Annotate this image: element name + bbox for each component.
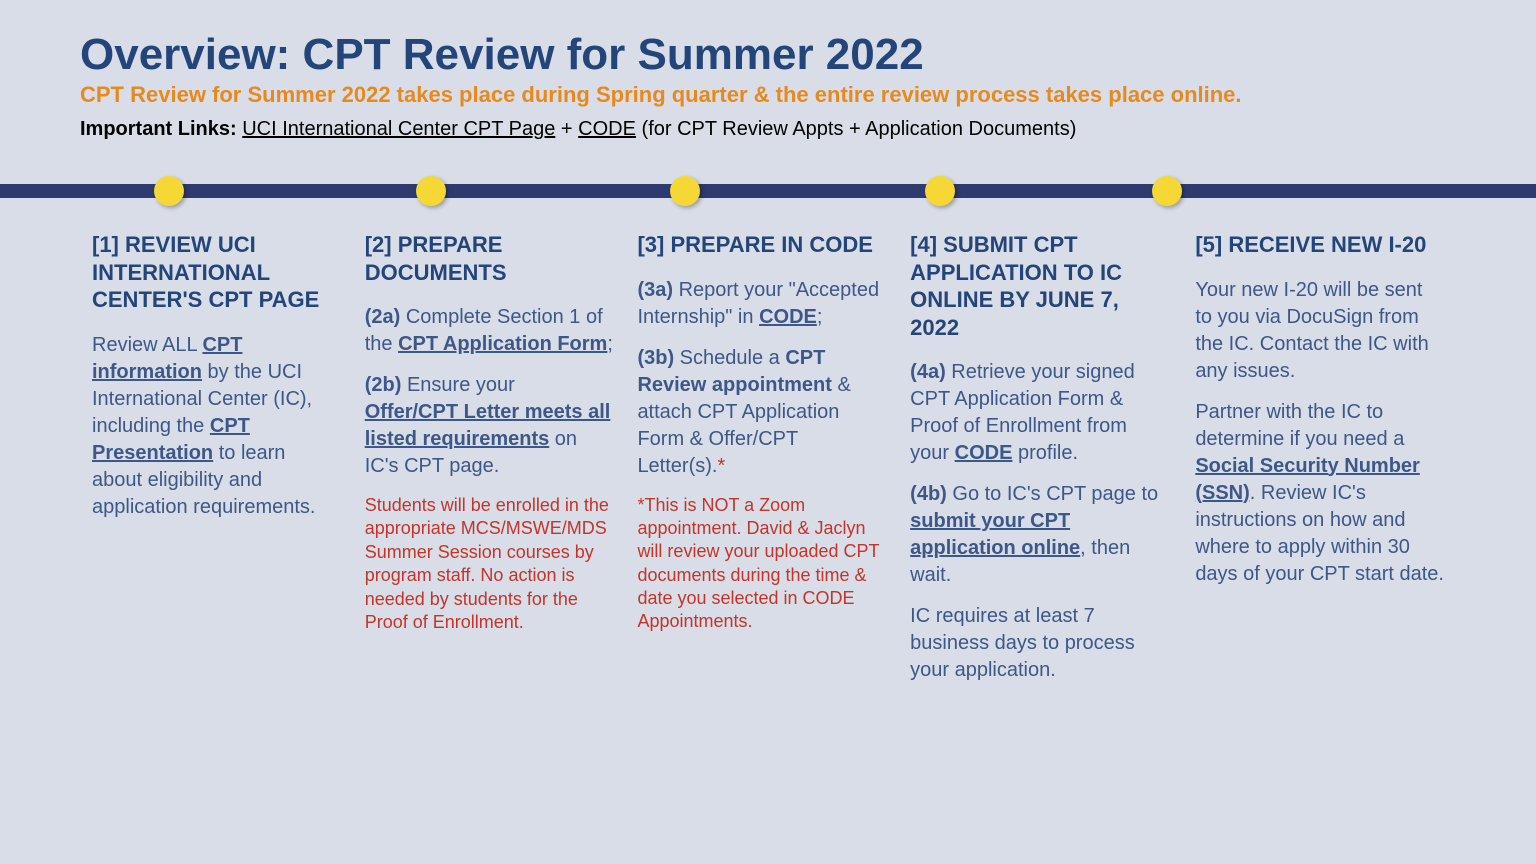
s2b-label: (2b)	[365, 374, 402, 396]
columns: [1] REVIEW UCI INTERNATIONAL CENTER'S CP…	[80, 231, 1456, 698]
s4a-3: profile.	[1012, 442, 1078, 464]
s3a-3: ;	[817, 306, 823, 328]
s3-asterisk: *	[717, 455, 725, 477]
s3b-1: Schedule a	[674, 347, 785, 369]
s3b-label: (3b)	[637, 347, 674, 369]
s4b-1: Go to IC's CPT page to	[947, 483, 1158, 505]
timeline-line	[0, 184, 1536, 198]
link-code-profile[interactable]: CODE	[955, 442, 1013, 464]
link-code-report[interactable]: CODE	[759, 306, 817, 328]
timeline	[80, 171, 1456, 211]
step-3-body: (3a) Report your "Accepted Internship" i…	[637, 277, 886, 480]
step-5-title: [5] RECEIVE NEW I-20	[1195, 231, 1444, 259]
s3a-label: (3a)	[637, 279, 673, 301]
step-4-body: (4a) Retrieve your signed CPT Applicatio…	[910, 359, 1171, 684]
link-cpt-app-form[interactable]: CPT Application Form	[398, 333, 607, 355]
s5-p1: Your new I-20 will be sent to you via Do…	[1195, 277, 1444, 385]
link-ic-cpt-page[interactable]: UCI International Center CPT Page	[242, 118, 555, 140]
s5-p2a: Partner with the IC to determine if you …	[1195, 401, 1404, 450]
timeline-dot-1	[154, 176, 184, 206]
timeline-dot-4	[925, 176, 955, 206]
s3-note-text: *This is NOT a Zoom appointment. David &…	[637, 494, 886, 634]
s4a-label: (4a)	[910, 361, 946, 383]
timeline-dot-3	[670, 176, 700, 206]
s4-tail: IC requires at least 7 business days to …	[910, 603, 1171, 684]
s1-t1a: Review ALL	[92, 334, 202, 356]
important-links-row: Important Links: UCI International Cente…	[80, 118, 1456, 141]
step-3-note: *This is NOT a Zoom appointment. David &…	[637, 494, 886, 634]
links-plus: +	[561, 118, 578, 140]
links-tail: (for CPT Review Appts + Application Docu…	[642, 118, 1077, 140]
s2a-3: ;	[607, 333, 613, 355]
step-4: [4] SUBMIT CPT APPLICATION TO IC ONLINE …	[898, 231, 1183, 698]
page-root: Overview: CPT Review for Summer 2022 CPT…	[0, 0, 1536, 864]
page-title: Overview: CPT Review for Summer 2022	[80, 30, 1456, 80]
links-label: Important Links:	[80, 118, 237, 140]
s2a-label: (2a)	[365, 306, 401, 328]
step-1-title: [1] REVIEW UCI INTERNATIONAL CENTER'S CP…	[92, 231, 341, 314]
step-5-body: Your new I-20 will be sent to you via Do…	[1195, 277, 1444, 588]
step-2-title: [2] PREPARE DOCUMENTS	[365, 231, 614, 286]
link-code[interactable]: CODE	[578, 118, 636, 140]
s4b-label: (4b)	[910, 483, 947, 505]
step-2: [2] PREPARE DOCUMENTS (2a) Complete Sect…	[353, 231, 626, 698]
step-1: [1] REVIEW UCI INTERNATIONAL CENTER'S CP…	[80, 231, 353, 698]
step-3: [3] PREPARE IN CODE (3a) Report your "Ac…	[625, 231, 898, 698]
step-2-body: (2a) Complete Section 1 of the CPT Appli…	[365, 304, 614, 480]
step-5: [5] RECEIVE NEW I-20 Your new I-20 will …	[1183, 231, 1456, 698]
link-submit-cpt-online[interactable]: submit your CPT application online	[910, 510, 1080, 559]
step-2-note: Students will be enrolled in the appropr…	[365, 494, 614, 634]
s2b-1: Ensure your	[401, 374, 514, 396]
step-3-title: [3] PREPARE IN CODE	[637, 231, 886, 259]
page-subtitle: CPT Review for Summer 2022 takes place d…	[80, 82, 1456, 108]
timeline-dot-2	[416, 176, 446, 206]
timeline-dot-5	[1152, 176, 1182, 206]
s2-note-text: Students will be enrolled in the appropr…	[365, 494, 614, 634]
step-4-title: [4] SUBMIT CPT APPLICATION TO IC ONLINE …	[910, 231, 1171, 341]
step-1-body: Review ALL CPT information by the UCI In…	[92, 332, 341, 521]
